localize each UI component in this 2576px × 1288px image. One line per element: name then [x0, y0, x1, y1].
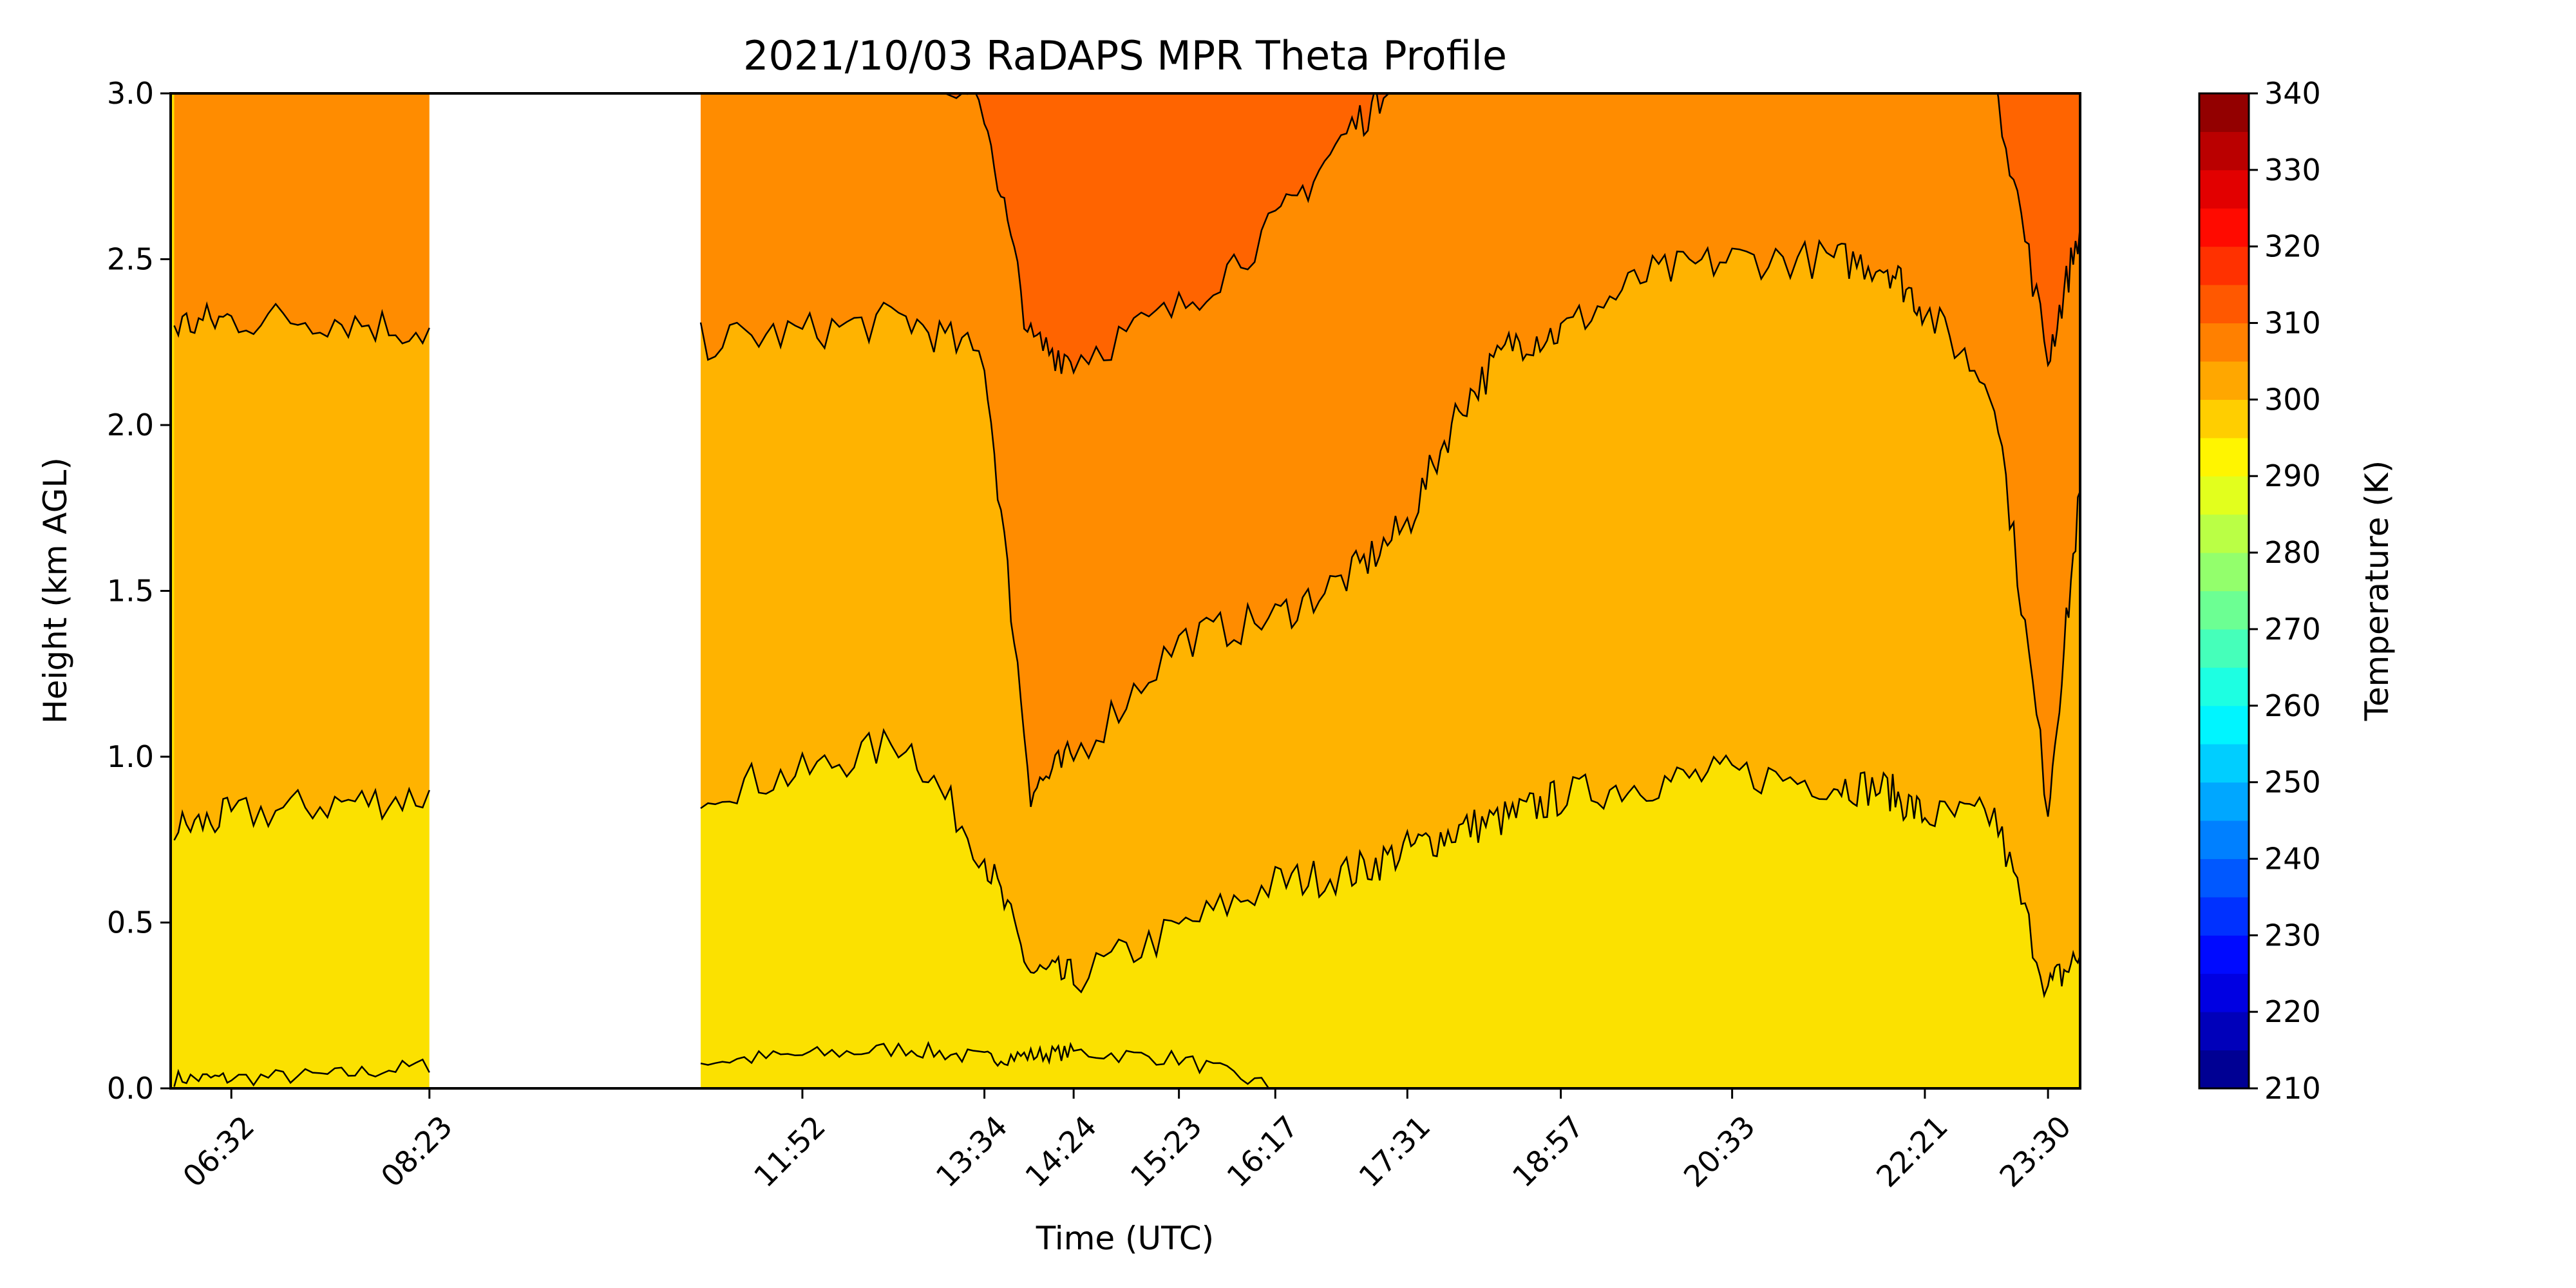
x-tick-label: 18:57 [1506, 1109, 1591, 1194]
colorbar-swatch [2199, 553, 2249, 591]
colorbar-tick-label: 320 [2264, 229, 2321, 264]
colorbar-tick-label: 340 [2264, 76, 2321, 111]
fill-layer [171, 77, 2080, 1088]
colorbar-swatch [2199, 131, 2249, 171]
colorbar-tick-label: 220 [2264, 994, 2321, 1029]
colorbar-tick-label: 210 [2264, 1071, 2321, 1106]
colorbar-swatch [2199, 935, 2249, 974]
x-tick-label: 08:23 [374, 1109, 459, 1194]
x-axis: 06:32 08:23 11:52 13:34 14:24 15:23 16:17 17:31… [176, 1088, 2078, 1194]
colorbar: 210 220 230 240 250 260 270 280 290 300 310 320 330 3… [2198, 76, 2321, 1106]
x-tick-label: 14:24 [1018, 1109, 1103, 1194]
colorbar-tick-label: 280 [2264, 535, 2321, 570]
y-tick-label: 0.5 [107, 905, 154, 940]
y-tick-label: 3.0 [107, 76, 154, 111]
y-tick-label: 2.5 [107, 242, 154, 277]
colorbar-swatch [2199, 896, 2249, 936]
colorbar-tick-label: 290 [2264, 459, 2321, 493]
plot-area [171, 77, 2080, 1088]
colorbar-tick-label: 300 [2264, 382, 2321, 417]
x-tick-label: 11:52 [747, 1109, 832, 1194]
colorbar-swatch [2199, 1050, 2249, 1089]
colorbar-title: Temperature (K) [2358, 460, 2396, 721]
contour-layer [173, 93, 2080, 1088]
colorbar-swatch [2199, 973, 2249, 1012]
x-tick-label: 17:31 [1352, 1109, 1437, 1194]
y-tick-label: 0.0 [107, 1071, 154, 1106]
x-tick-label: 22:21 [1870, 1109, 1955, 1194]
colorbar-swatch [2199, 437, 2249, 477]
colorbar-tick-label: 310 [2264, 306, 2321, 341]
colorbar-tick-label: 330 [2264, 153, 2321, 187]
y-axis-title: Height (km AGL) [37, 457, 74, 724]
colorbar-swatch [2199, 208, 2249, 247]
y-tick-label: 2.0 [107, 408, 154, 442]
x-tick-label: 23:30 [1993, 1109, 2078, 1194]
fill-level-310-early [175, 77, 430, 93]
colorbar-tick-label: 230 [2264, 918, 2321, 952]
fill-level-305-early [174, 93, 430, 344]
x-tick-label: 16:17 [1220, 1109, 1305, 1194]
colorbar-swatch [2199, 629, 2249, 668]
data-gap [429, 93, 701, 1088]
colorbar-swatch [2199, 323, 2249, 362]
colorbar-swatch [2199, 1012, 2249, 1051]
colorbar-swatch [2199, 514, 2249, 553]
colorbar-swatch [2199, 667, 2249, 706]
x-tick-label: 15:23 [1124, 1109, 1209, 1194]
contour-line-295-early [173, 1058, 430, 1087]
colorbar-swatch [2199, 705, 2249, 744]
colorbar-tick-label: 250 [2264, 765, 2321, 800]
fill-level-310 [701, 93, 2080, 374]
colorbar-swatch [2199, 285, 2249, 324]
y-tick-label: 1.5 [107, 574, 154, 609]
colorbar-tick-label: 260 [2264, 688, 2321, 723]
contour-line-305-early [173, 301, 430, 345]
colorbar-tick-label: 240 [2264, 841, 2321, 876]
colorbar-tick-label: 270 [2264, 612, 2321, 647]
contour-line-310 [943, 93, 2080, 375]
x-tick-label: 13:34 [929, 1109, 1014, 1194]
colorbar-swatch [2199, 858, 2249, 898]
y-axis: 0.0 0.5 1.0 1.5 2.0 2.5 3.0 [107, 76, 171, 1106]
colorbar-swatch [2199, 361, 2249, 400]
contour-line-300-early [173, 786, 430, 841]
colorbar-frame [2198, 92, 2250, 1090]
colorbar-swatch [2199, 591, 2249, 630]
colorbar-swatch [2199, 169, 2249, 209]
x-axis-title: Time (UTC) [1036, 1220, 1214, 1257]
contour-line-300 [700, 728, 2080, 999]
x-tick-label: 06:32 [176, 1109, 261, 1194]
colorbar-swatch [2199, 93, 2249, 132]
chart-title: 2021/10/03 RaDAPS MPR Theta Profile [743, 32, 1507, 79]
colorbar-swatch [2199, 820, 2249, 859]
contour-line-305 [699, 239, 2080, 817]
colorbar-swatch [2199, 476, 2249, 515]
colorbar-swatch [2199, 246, 2249, 285]
colorbar-swatch [2199, 782, 2249, 821]
y-tick-label: 1.0 [107, 739, 154, 774]
colorbar-swatch [2199, 744, 2249, 783]
colorbar-swatch [2199, 399, 2249, 439]
contour-line-295 [700, 1041, 2080, 1088]
x-tick-label: 20:33 [1677, 1109, 1762, 1194]
